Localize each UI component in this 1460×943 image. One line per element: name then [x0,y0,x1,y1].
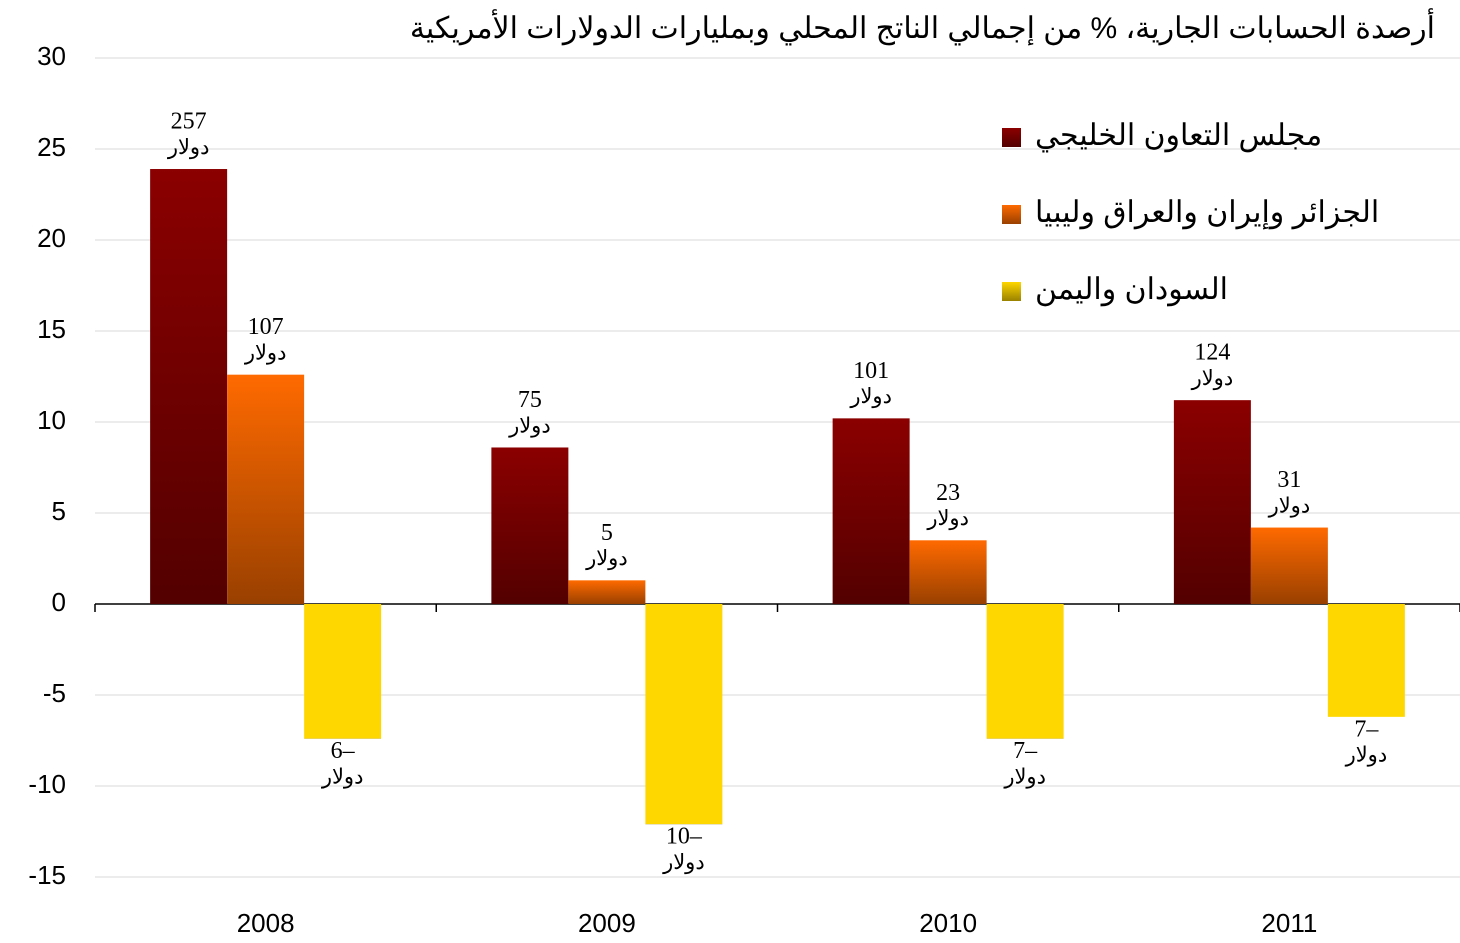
bar [150,169,228,604]
data-label-unit: دولار [1268,493,1311,518]
data-label: 10– [666,824,703,850]
data-label-unit: دولار [849,384,892,409]
data-label-unit: دولار [585,546,628,571]
legend-label: السودان واليمن [1035,273,1228,307]
data-label-unit: دولار [1003,764,1046,789]
y-tick-label: 5 [52,496,66,526]
bar [491,447,569,604]
y-tick-label: 30 [37,41,66,71]
data-label: 124 [1194,340,1230,366]
data-label: 257 [171,109,207,135]
data-label: 75 [518,387,542,413]
y-tick-label: 20 [37,223,66,253]
y-tick-label: 15 [37,314,66,344]
y-tick-label: -15 [28,860,66,890]
bar [1250,527,1328,604]
y-tick-label: 25 [37,132,66,162]
legend-label: الجزائر وإيران والعراق وليبيا [1035,196,1379,230]
data-label: 7– [1354,716,1379,742]
x-tick-label: 2009 [578,908,636,938]
x-tick-label: 2011 [1261,908,1317,938]
data-label-unit: دولار [926,506,969,531]
bar [1327,604,1405,717]
x-tick-label: 2008 [237,908,295,938]
y-tick-label: -10 [28,769,66,799]
data-label-unit: دولار [167,135,210,160]
data-label: 7– [1013,738,1038,764]
y-tick-label: 0 [52,587,66,617]
data-label: 31 [1277,467,1301,493]
bar [832,418,910,604]
legend-swatch [1002,128,1021,147]
data-label-unit: دولار [508,413,551,438]
chart-title: أرصدة الحسابات الجارية، % من إجمالي النا… [410,8,1435,46]
bar [568,580,646,604]
y-tick-label: 10 [37,405,66,435]
legend-label: مجلس التعاون الخليجي [1035,119,1322,153]
data-label-unit: دولار [1191,366,1234,391]
data-label: 23 [936,480,960,506]
data-label-unit: دولار [662,850,705,875]
data-label: 107 [248,314,284,340]
data-label-unit: دولار [244,340,287,365]
bar [986,604,1064,739]
legend-swatch [1002,205,1021,224]
data-label: 6– [331,738,356,764]
bar [909,540,987,604]
legend-swatch [1002,282,1021,301]
x-tick-label: 2010 [919,908,977,938]
data-label-unit: دولار [321,764,364,789]
data-label: 5 [601,520,613,546]
data-label-unit: دولار [1345,743,1388,768]
bar [304,604,382,739]
bar [227,374,305,604]
bar [645,604,723,825]
data-label: 101 [853,358,889,384]
bar [1173,400,1251,604]
y-tick-label: -5 [43,678,66,708]
